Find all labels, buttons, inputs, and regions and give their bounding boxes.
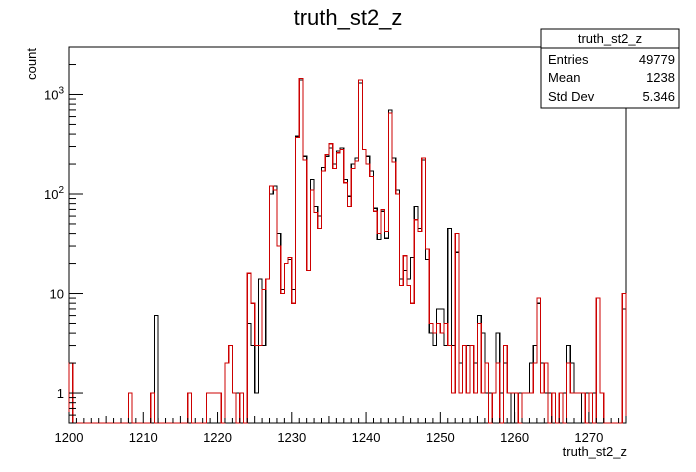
x-tick-label: 1220 <box>203 430 232 445</box>
y-tick-label: 10 <box>50 287 64 302</box>
x-tick-label: 1240 <box>352 430 381 445</box>
x-axis-label: truth_st2_z <box>563 444 627 459</box>
x-tick-label: 1250 <box>426 430 455 445</box>
stats-stddev-value: 5.346 <box>642 89 675 104</box>
stats-box-frame <box>540 28 680 109</box>
stats-stddev-label: Std Dev <box>548 89 595 104</box>
x-tick-label: 1210 <box>129 430 158 445</box>
x-tick-label: 1200 <box>55 430 84 445</box>
stats-entries-label: Entries <box>548 52 589 67</box>
stats-mean-value: 1238 <box>646 70 675 85</box>
x-tick-label: 1270 <box>574 430 603 445</box>
x-tick-label: 1260 <box>500 430 529 445</box>
histogram-series-2 <box>68 77 627 424</box>
y-tick-label: 102 <box>44 185 64 202</box>
stats-entries-value: 49779 <box>639 52 675 67</box>
y-tick-label: 103 <box>44 85 64 102</box>
x-tick-label: 1230 <box>277 430 306 445</box>
x-axis: 1200 1210 1220 1230 1240 1250 1260 1270 <box>55 412 627 445</box>
y-tick-label: 1 <box>57 386 64 401</box>
stats-box: truth_st2_z Entries 49779 Mean 1238 Std … <box>540 28 680 109</box>
histogram-series <box>68 77 627 424</box>
stats-box-title: truth_st2_z <box>578 31 642 46</box>
chart-title: truth_st2_z <box>294 5 403 30</box>
y-axis-label: count <box>24 48 39 80</box>
y-axis: 1 10 102 103 <box>44 46 83 424</box>
stats-mean-label: Mean <box>548 70 581 85</box>
